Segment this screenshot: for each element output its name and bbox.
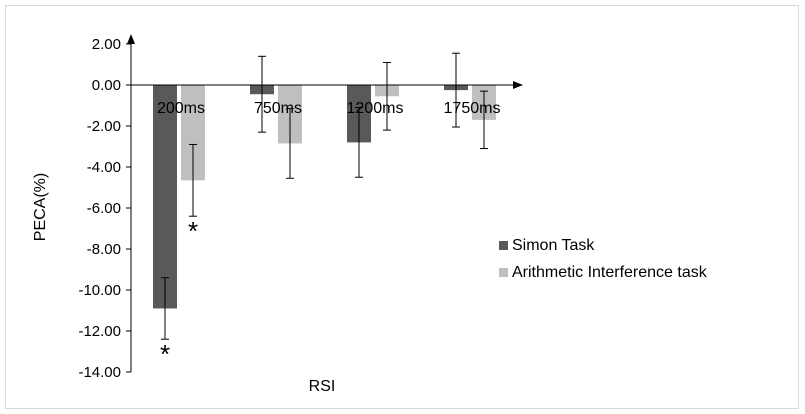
y-tick-label: -10.00 — [78, 282, 121, 299]
legend-label: Simon Task — [512, 237, 595, 254]
chart-labels: PECA(%) RSI — [32, 173, 335, 395]
significance-marker: * — [160, 339, 170, 369]
x-axis-title: RSI — [309, 378, 336, 395]
x-tick-label: 750ms — [254, 100, 302, 117]
legend-label: Arithmetic Interference task — [512, 264, 708, 281]
legend-swatch — [499, 241, 508, 250]
y-tick-label: -6.00 — [87, 200, 121, 217]
significance-marker: * — [188, 216, 198, 246]
x-tick-label: 1200ms — [347, 100, 404, 117]
chart-frame — [5, 5, 799, 409]
y-tick-label: -4.00 — [87, 159, 121, 176]
y-tick-label: -14.00 — [78, 364, 121, 381]
y-tick-label: 0.00 — [92, 77, 121, 94]
y-tick-label: -12.00 — [78, 323, 121, 340]
chart-marks: ** — [153, 52, 496, 369]
x-tick-label: 1750ms — [444, 100, 501, 117]
y-tick-label: -8.00 — [87, 241, 121, 258]
bar — [153, 85, 177, 309]
x-tick-label: 200ms — [157, 100, 205, 117]
legend: Simon Task Arithmetic Interference task — [499, 237, 708, 281]
legend-swatch — [499, 268, 508, 277]
x-axis-arrow — [513, 81, 523, 89]
y-tick-label: 2.00 — [92, 36, 121, 53]
y-tick-label: -2.00 — [87, 118, 121, 135]
chart-axes: 2.00 0.00 -2.00 -4.00 -6.00 -8.00 -10.00 -12.00… — [78, 34, 523, 381]
y-axis-title: PECA(%) — [32, 173, 49, 241]
y-axis-arrow — [127, 34, 135, 44]
